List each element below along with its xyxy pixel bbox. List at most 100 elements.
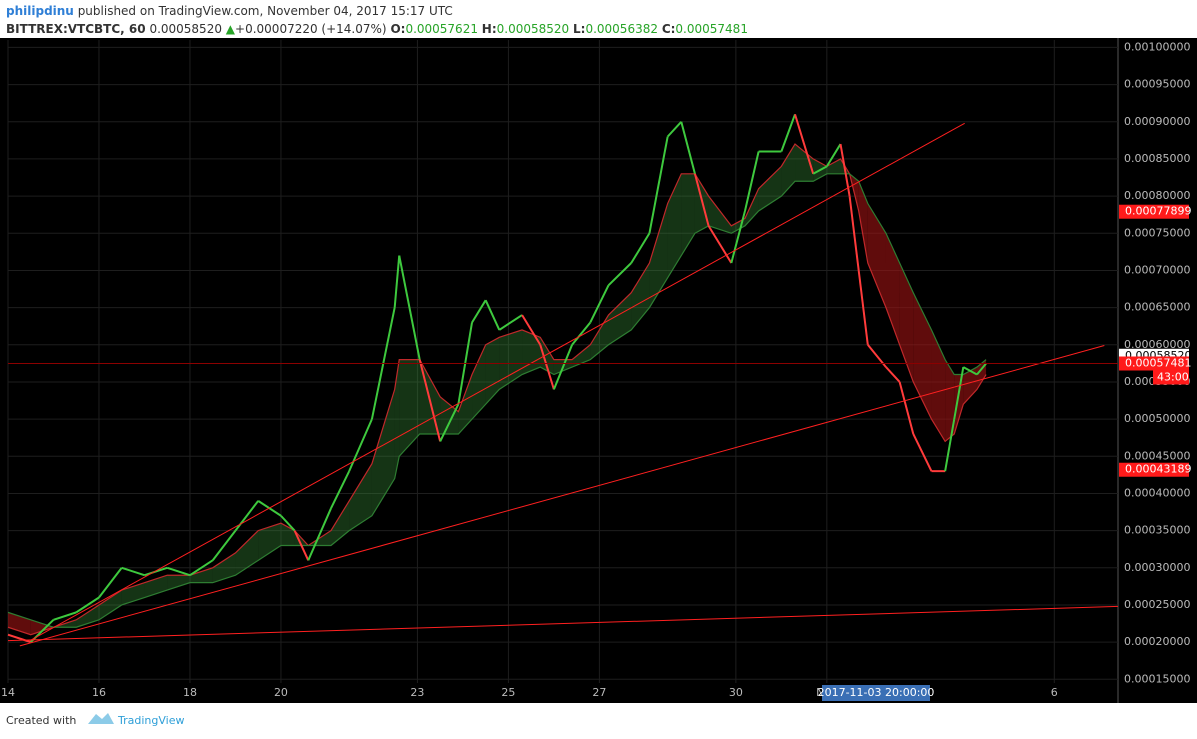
y-tick-label: 0.00095000 [1124,78,1190,91]
low: 0.00056382 [585,22,658,36]
y-tick-label: 0.00020000 [1124,635,1190,648]
y-tick-label: 0.00015000 [1124,672,1190,685]
plot: 0.00015000 0.00020000 0.00025000 0.00030000… [1,40,1191,701]
price-segment [976,362,987,376]
ma-ribbon [963,367,977,405]
x-tick-label: 18 [183,686,197,699]
y-tick-label: 0.00100000 [1124,40,1190,53]
x-tick-label: 27 [592,686,606,699]
x-tick-label: 6 [1051,686,1058,699]
price-segment [707,225,733,264]
price-segment [857,270,869,345]
ma-ribbon [144,575,168,598]
crosshair-label: 2017-11-03 20:00:00 [818,686,935,699]
arrow: ▲ [226,22,236,36]
footer-created: Created with [6,714,76,727]
open-label: O: [390,22,405,36]
ma-ribbon [744,188,759,226]
price-segment [780,113,796,152]
y-tick-label: 0.00025000 [1124,598,1190,611]
price-segment [330,470,351,509]
price-segment [498,314,523,331]
change: +0.00007220 (+14.07%) [235,22,387,36]
ma-ribbon [649,203,668,308]
price-segment [7,633,32,644]
published: published on TradingView.com, November 0… [78,4,453,18]
price-segment [552,344,574,390]
price-tag-label: 0.00057481 [1125,356,1191,369]
x-tick-label: 20 [274,686,288,699]
price-tag [1119,356,1189,371]
price-segment [280,515,296,532]
price-segment [825,143,842,167]
ma-ribbon [758,166,782,211]
ma-ribbon [371,389,395,516]
ma-ribbon [30,619,54,635]
price-segment [848,195,860,271]
y-tick-label: 0.00085000 [1124,152,1190,165]
ma-ribbon [280,523,295,546]
price-segment [189,559,214,577]
ma-ribbon [913,292,932,420]
x-tick-label: 16 [92,686,106,699]
ma-ribbon [76,604,99,628]
y-tick-label: 0.00060000 [1124,338,1190,351]
crosshair-label-box [822,685,930,701]
price-segment [630,232,651,264]
footer-brand[interactable]: TradingView [117,714,184,727]
price-segment [418,359,442,442]
ma-ribbon [394,359,400,479]
ma-ribbon [212,552,236,583]
chart-background [0,38,1197,703]
price-segment [144,566,168,577]
price-tag [1119,462,1189,477]
y-tick-label: 0.00075000 [1124,226,1190,239]
price-segment [680,121,696,175]
price-segment [484,299,501,331]
tradingview-logo[interactable] [88,713,114,724]
ma-ribbon [667,173,682,278]
price-segment [398,255,421,360]
price-segment [348,418,373,472]
price-segment [944,418,956,472]
moving-average [7,173,987,628]
moving-average [7,143,987,636]
price-segment [648,136,669,234]
user[interactable]: philipdinu [6,4,74,18]
price-segment [589,284,610,323]
price-segment [607,262,632,287]
ma-ribbon [885,233,900,345]
y-tick-label: 0.00090000 [1124,115,1190,128]
price-segment [521,314,542,346]
ma-ribbon [167,575,190,591]
high-label: H: [482,22,497,36]
ma-ribbon [499,329,523,390]
x-tick-label: 25 [501,686,515,699]
price-segment [962,366,978,376]
price-segment [211,530,237,561]
price-segment [666,121,683,138]
price-segment [234,500,259,532]
countdown: 43:00 [1157,370,1189,383]
ma-ribbon [399,359,420,457]
ma-ribbon [708,196,732,234]
close: 0.00057481 [675,22,748,36]
price-segment [98,567,123,599]
ma-ribbon [867,203,886,308]
y-tick-label: 0.00065000 [1124,301,1190,314]
header-line-2: BITTREX:VTCBTC, 60 0.00058520 ▲+0.000072… [6,22,748,36]
ma-ribbon [931,329,946,442]
ma-ribbon [485,337,500,405]
price-segment [539,344,555,390]
ma-ribbon [349,463,372,531]
price-tag-label: 0.00043189 [1125,463,1191,476]
ma-ribbon [440,396,459,434]
ma-ribbon [795,144,814,182]
price-segment [439,403,460,442]
price-segment [53,611,77,621]
price-segment [393,255,401,308]
trendline [19,345,1105,647]
y-tick-label: 0.00070000 [1124,263,1190,276]
y-tick-label: 0.00030000 [1124,561,1190,574]
